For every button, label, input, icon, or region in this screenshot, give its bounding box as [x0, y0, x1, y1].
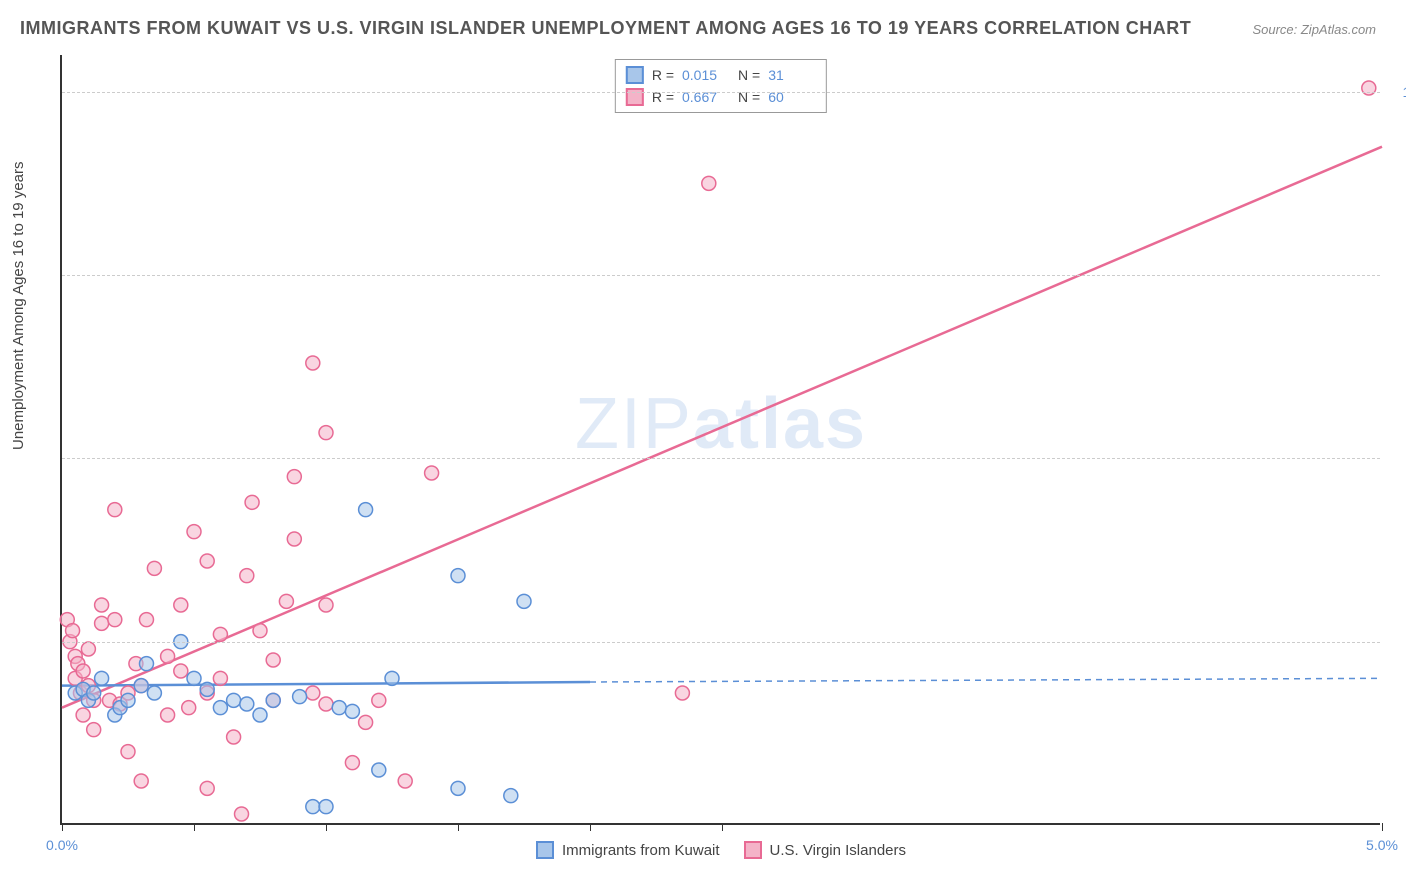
x-tick-label: 0.0%: [46, 837, 78, 853]
legend-swatch-pink-2: [744, 841, 762, 859]
legend-label-virgin-islanders: U.S. Virgin Islanders: [770, 842, 906, 859]
x-tick-label: 5.0%: [1366, 837, 1398, 853]
legend-label-kuwait: Immigrants from Kuwait: [562, 842, 720, 859]
legend-series: Immigrants from Kuwait U.S. Virgin Islan…: [536, 841, 906, 859]
gridline-h: [62, 642, 1380, 643]
gridline-h: [62, 458, 1380, 459]
x-tick: [590, 823, 591, 831]
scatter-svg: [62, 55, 1380, 823]
chart-container: IMMIGRANTS FROM KUWAIT VS U.S. VIRGIN IS…: [0, 0, 1406, 892]
legend-swatch-blue-2: [536, 841, 554, 859]
gridline-h: [62, 92, 1380, 93]
source-attribution: Source: ZipAtlas.com: [1252, 22, 1376, 37]
legend-item-kuwait: Immigrants from Kuwait: [536, 841, 720, 859]
plot-area: ZIPatlas R = 0.015 N = 31 R = 0.667 N = …: [60, 55, 1380, 825]
chart-title: IMMIGRANTS FROM KUWAIT VS U.S. VIRGIN IS…: [20, 18, 1191, 39]
y-tick-label: 100.0%: [1403, 84, 1406, 100]
x-tick: [722, 823, 723, 831]
gridline-h: [62, 275, 1380, 276]
x-tick: [326, 823, 327, 831]
x-tick: [62, 823, 63, 831]
x-tick: [1382, 823, 1383, 831]
y-axis-label: Unemployment Among Ages 16 to 19 years: [10, 161, 27, 450]
x-tick: [458, 823, 459, 831]
x-tick: [194, 823, 195, 831]
legend-item-virgin-islanders: U.S. Virgin Islanders: [744, 841, 906, 859]
